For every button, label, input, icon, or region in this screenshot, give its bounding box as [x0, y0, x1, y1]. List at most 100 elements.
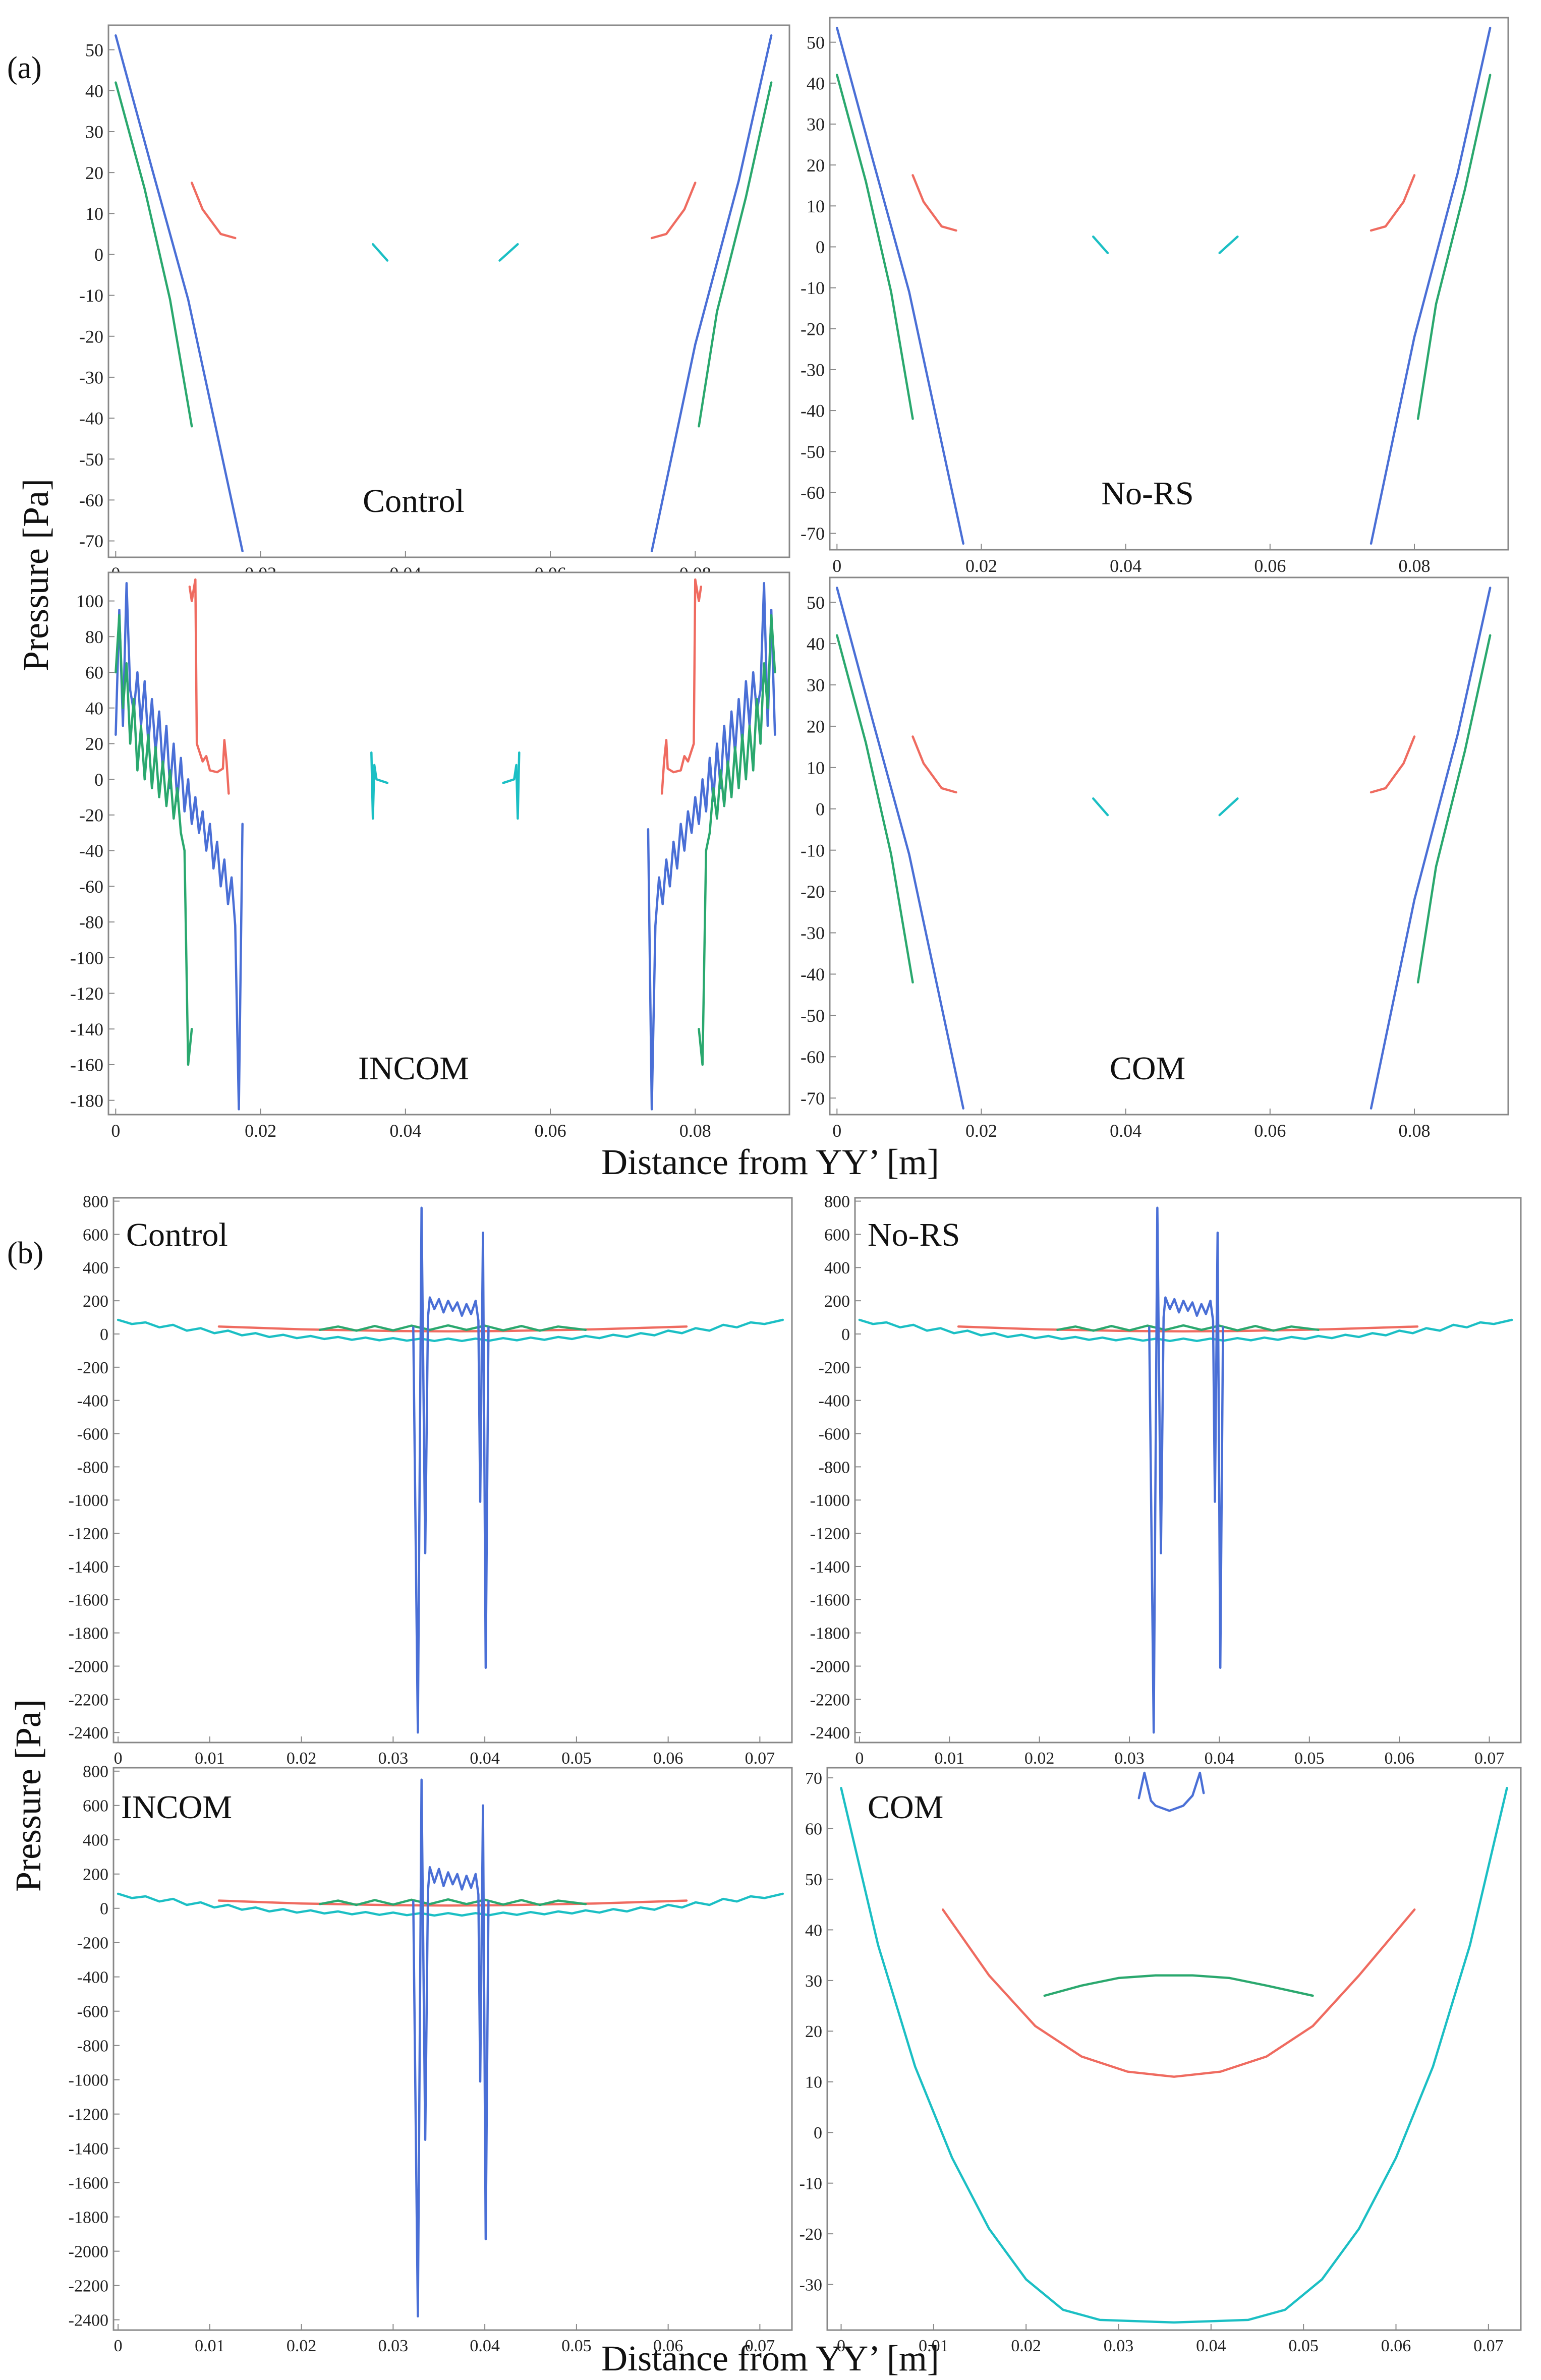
- y-tick-label: -600: [77, 1425, 108, 1443]
- y-tick-label: -40: [79, 841, 103, 861]
- plot-frame: [829, 576, 1509, 1116]
- series-line-cyan: [840, 1786, 1508, 2324]
- y-tick-label: -1200: [69, 1525, 108, 1543]
- x-tick-label: 0.03: [378, 1749, 409, 1768]
- y-tick-label: -400: [819, 1392, 850, 1411]
- y-tick-label: -800: [819, 1458, 850, 1477]
- part-b-label: (b): [7, 1236, 43, 1270]
- y-tick-label: -60: [801, 483, 825, 503]
- series-line-cyan: [498, 243, 519, 262]
- y-tick-label: -180: [70, 1090, 103, 1111]
- y-tick-label: -20: [800, 2225, 822, 2244]
- series-line-green: [698, 81, 773, 428]
- x-tick-label: 0: [114, 2337, 123, 2355]
- y-tick-label: -2000: [810, 1657, 850, 1676]
- y-tick-label: 600: [83, 1226, 108, 1244]
- y-tick-label: -1000: [810, 1491, 850, 1510]
- series-line-red: [217, 1899, 688, 1907]
- y-tick-label: -30: [79, 368, 103, 388]
- x-tick-label: 0.05: [561, 1749, 592, 1768]
- y-tick-label: 0: [841, 1325, 850, 1344]
- x-tick-label: 0.07: [1474, 1749, 1505, 1768]
- y-tick-label: -400: [77, 1392, 108, 1411]
- series-line-green: [115, 81, 193, 428]
- x-tick-label: 0.02: [287, 1749, 317, 1768]
- y-tick-label: -1000: [69, 1491, 108, 1510]
- series-line-cyan: [1218, 235, 1239, 254]
- series-line-cyan: [1218, 797, 1239, 817]
- y-tick-label: -140: [70, 1019, 103, 1039]
- y-tick-label: -30: [801, 360, 825, 380]
- panel-title: INCOM: [358, 1050, 469, 1087]
- series-line-blue: [647, 582, 776, 1111]
- x-tick-label: 0.04: [1110, 556, 1142, 576]
- y-tick-label: 60: [85, 663, 103, 683]
- x-tick-label: 0.03: [378, 2337, 409, 2355]
- y-tick-label: 10: [807, 196, 825, 216]
- x-tick-label: 0: [832, 1121, 841, 1141]
- series-line-cyan: [1092, 797, 1109, 817]
- x-tick-label: 0: [832, 556, 841, 576]
- y-tick-label: 50: [805, 1871, 822, 1889]
- y-tick-label: -30: [800, 2276, 822, 2294]
- series-line-cyan: [371, 243, 389, 262]
- series-line-cyan: [370, 751, 389, 820]
- series-line-red: [911, 174, 957, 232]
- x-tick-label: 0: [114, 1749, 123, 1768]
- y-tick-label: -30: [801, 923, 825, 943]
- y-tick-label: 0: [814, 2124, 822, 2142]
- x-tick-label: 0.04: [470, 1749, 500, 1768]
- series-line-red: [957, 1325, 1419, 1332]
- series-line-green: [1416, 634, 1492, 984]
- plot-frame: [107, 24, 790, 558]
- panel-title: Control: [363, 483, 465, 519]
- x-tick-label: 0.05: [1288, 2337, 1319, 2355]
- y-tick-label: 20: [805, 2022, 822, 2041]
- y-tick-label: 0: [94, 245, 103, 265]
- y-tick-label: -60: [801, 1047, 825, 1067]
- y-tick-label: 10: [807, 758, 825, 778]
- x-tick-label: 0.03: [1104, 2337, 1134, 2355]
- y-tick-label: 70: [805, 1769, 822, 1788]
- y-tick-label: 0: [94, 770, 103, 790]
- series-line-red: [941, 1908, 1416, 2078]
- y-tick-label: -2200: [810, 1691, 850, 1709]
- y-tick-label: -50: [79, 449, 103, 470]
- series-line-cyan: [117, 1318, 784, 1343]
- y-tick-label: -1800: [69, 2209, 108, 2227]
- series-line-blue: [1148, 1206, 1224, 1734]
- y-tick-label: -70: [801, 1088, 825, 1109]
- y-tick-label: 50: [807, 593, 825, 613]
- y-tick-label: -2400: [69, 2311, 108, 2330]
- y-tick-label: 30: [805, 1972, 822, 1991]
- y-tick-label: -2000: [69, 1657, 108, 1676]
- series-line-blue: [836, 587, 964, 1110]
- y-tick-label: -1600: [69, 1591, 108, 1610]
- y-tick-label: 80: [85, 627, 103, 647]
- x-tick-label: 0.07: [745, 1749, 775, 1768]
- y-tick-label: -1600: [810, 1591, 850, 1610]
- y-tick-label: -1400: [69, 2140, 108, 2159]
- y-tick-label: -1400: [69, 1558, 108, 1577]
- x-tick-label: 0.06: [653, 1749, 683, 1768]
- y-tick-label: -600: [77, 2003, 108, 2021]
- y-tick-label: -40: [79, 409, 103, 429]
- x-tick-label: 0.08: [1398, 1121, 1430, 1141]
- series-line-red: [1369, 174, 1416, 232]
- x-tick-label: 0.03: [1114, 1749, 1145, 1768]
- panel-b-com: -30 -20 -10 0 10 20 30 40 50 60 70 0 0.01 0.02 0.03 0.0…: [800, 1767, 1522, 2355]
- y-tick-label: 30: [807, 114, 825, 135]
- y-tick-label: 30: [85, 122, 103, 142]
- series-line-green: [1416, 74, 1492, 420]
- x-tick-label: 0.02: [287, 2337, 317, 2355]
- y-tick-label: -80: [79, 912, 103, 933]
- panel-a-incom: -180 -160 -140 -120 -100 -80 -60 -40 -20 0 20 40 60 8…: [70, 571, 790, 1141]
- x-tick-label: 0.06: [1254, 556, 1286, 576]
- y-tick-label: -400: [77, 1968, 108, 1987]
- part-a-label: (a): [7, 51, 42, 85]
- y-tick-label: 200: [83, 1292, 108, 1311]
- x-tick-label: 0.08: [679, 1121, 711, 1141]
- y-tick-label: -1800: [69, 1624, 108, 1643]
- y-tick-label: -160: [70, 1055, 103, 1075]
